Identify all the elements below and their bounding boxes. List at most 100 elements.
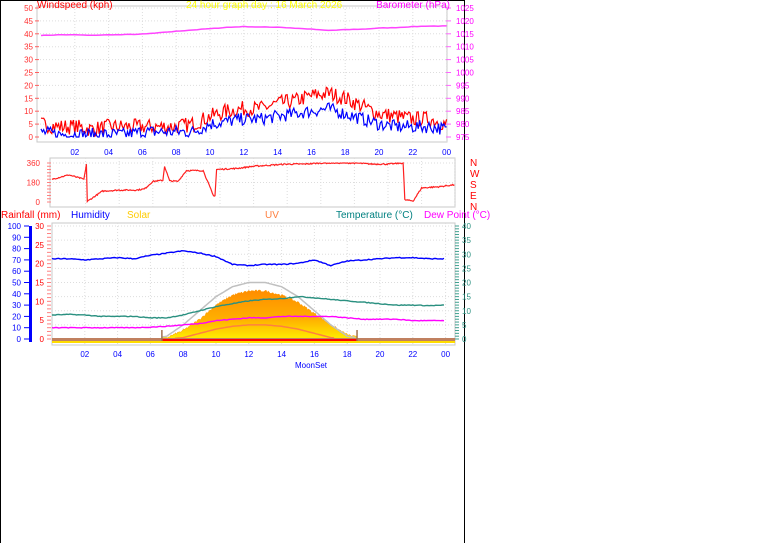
time-tick-label: 10: [206, 148, 215, 157]
wind-tick-label: 25: [24, 69, 33, 78]
time-tick-label: 12: [239, 148, 248, 157]
baro-tick-label: 990: [456, 94, 470, 103]
wind-tick-label: 20: [24, 81, 33, 90]
humidity-tick-label: 100: [8, 222, 22, 231]
baro-tick-label: 980: [456, 120, 470, 129]
wind-tick-label: 40: [24, 30, 33, 39]
rain-tick-label: 10: [35, 297, 44, 306]
time-tick-label: 00: [441, 350, 450, 359]
compass-label: N: [470, 158, 477, 169]
rain-tick-label: 20: [35, 260, 44, 269]
rain-tick-label: 5: [40, 316, 45, 325]
time-tick-label: 06: [138, 148, 147, 157]
wind-direction-line: [51, 162, 455, 204]
temp-tick-label: 20: [462, 279, 471, 288]
solar-baseline: [52, 341, 455, 343]
humidity-tick-label: 70: [12, 256, 21, 265]
humidity-tick-label: 0: [17, 335, 22, 344]
graph-frame: [0, 0, 465, 543]
time-tick-label: 16: [310, 350, 319, 359]
wind-tick-label: 45: [24, 17, 33, 26]
barometer-line: [40, 25, 447, 37]
temp-tick-label: 25: [462, 264, 471, 273]
compass-label: N: [470, 202, 477, 213]
compass-label: W: [470, 169, 480, 180]
time-tick-label: 20: [376, 350, 385, 359]
time-tick-label: 04: [113, 350, 122, 359]
time-tick-label: 14: [277, 350, 286, 359]
legend-temperature: Temperature (°C): [336, 210, 413, 221]
uv-line: [174, 324, 335, 340]
temp-tick-label: 30: [462, 250, 471, 259]
barometer-axis-title: Barometer (hPa): [376, 0, 450, 11]
baro-tick-label: 995: [456, 81, 470, 90]
rain-tick-label: 0: [40, 335, 45, 344]
compass-label: E: [470, 191, 477, 202]
legend-solar: Solar: [127, 210, 151, 221]
wind-tick-label: 50: [24, 4, 33, 13]
wind-tick-label: 0: [29, 133, 34, 142]
time-tick-label: 18: [341, 148, 350, 157]
baro-tick-label: 975: [456, 133, 470, 142]
wind-tick-label: 10: [24, 107, 33, 116]
time-tick-label: 08: [179, 350, 188, 359]
time-tick-label: 14: [273, 148, 282, 157]
direction-tick-label: 180: [27, 179, 41, 188]
baro-tick-label: 985: [456, 107, 470, 116]
humidity-tick-label: 60: [12, 267, 21, 276]
wind-tick-label: 15: [24, 94, 33, 103]
graph-title: 24 hour graph day : 16 March 2026: [186, 0, 343, 11]
legend-rainfall: Rainfall (mm): [1, 210, 60, 221]
humidity-line: [51, 249, 445, 267]
temp-tick-label: 5: [462, 321, 467, 330]
moonset-label: MoonSet: [295, 361, 328, 370]
dewpoint-line: [51, 315, 445, 329]
solar-area: [161, 289, 358, 340]
humidity-tick-label: 20: [12, 312, 21, 321]
legend-uv: UV: [265, 210, 279, 221]
time-tick-label: 02: [70, 148, 79, 157]
temp-tick-label: 35: [462, 236, 471, 245]
compass-label: S: [470, 180, 477, 191]
time-tick-label: 12: [244, 350, 253, 359]
humidity-tick-label: 80: [12, 245, 21, 254]
wind-speed-line: [40, 102, 447, 139]
time-tick-label: 00: [442, 148, 451, 157]
baro-tick-label: 1015: [456, 30, 474, 39]
time-tick-label: 22: [408, 148, 417, 157]
humidity-tick-label: 50: [12, 279, 21, 288]
time-tick-label: 02: [80, 350, 89, 359]
time-tick-label: 06: [146, 350, 155, 359]
temperature-line: [51, 295, 445, 319]
rain-tick-label: 25: [35, 241, 44, 250]
time-tick-label: 22: [408, 350, 417, 359]
rain-tick-label: 15: [35, 279, 44, 288]
baro-tick-label: 1020: [456, 17, 474, 26]
wind-tick-label: 5: [29, 120, 34, 129]
legend-humidity: Humidity: [71, 210, 110, 221]
solar-max-line: [161, 281, 356, 339]
temp-tick-label: 40: [462, 222, 471, 231]
time-tick-label: 20: [375, 148, 384, 157]
direction-tick-label: 0: [36, 198, 41, 207]
time-tick-label: 10: [212, 350, 221, 359]
wind-tick-label: 30: [24, 56, 33, 65]
temp-tick-label: 10: [462, 307, 471, 316]
time-tick-label: 04: [104, 148, 113, 157]
wind-gust-line: [40, 86, 448, 138]
wind-tick-label: 35: [24, 43, 33, 52]
humidity-tick-label: 10: [12, 324, 21, 333]
baro-tick-label: 1025: [456, 4, 474, 13]
baro-tick-label: 1010: [456, 43, 474, 52]
humidity-tick-label: 90: [12, 233, 21, 242]
humidity-axis-bar: [29, 226, 32, 342]
temp-tick-label: 15: [462, 293, 471, 302]
baro-tick-label: 1000: [456, 69, 474, 78]
time-tick-label: 08: [172, 148, 181, 157]
windspeed-axis-title: Windspeed (kph): [37, 0, 113, 11]
humidity-tick-label: 40: [12, 290, 21, 299]
direction-tick-label: 360: [27, 159, 41, 168]
temp-tick-label: 0: [462, 335, 467, 344]
rain-tick-label: 30: [35, 222, 44, 231]
